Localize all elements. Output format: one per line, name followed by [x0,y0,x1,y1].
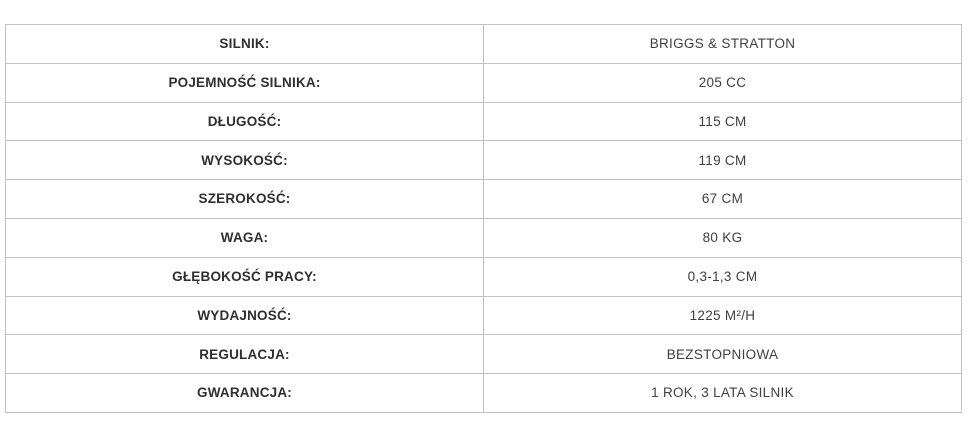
table-row: GŁĘBOKOŚĆ PRACY: 0,3-1,3 CM [6,257,961,297]
table-row: SILNIK: BRIGGS & STRATTON [6,25,961,64]
spec-value: BRIGGS & STRATTON [649,36,796,52]
spec-label: DŁUGOŚĆ: [6,102,484,141]
spec-label: WYDAJNOŚĆ: [6,296,484,335]
spec-value: 205 CC [698,74,747,90]
spec-label: POJEMNOŚĆ SILNIKA: [6,63,484,102]
table-row: WAGA: 80 KG [6,218,961,258]
table-row: DŁUGOŚĆ: 115 CM [6,102,961,142]
table-row: POJEMNOŚĆ SILNIKA: 205 CC [6,63,961,103]
spec-label: SILNIK: [6,25,484,63]
spec-table: SILNIK: BRIGGS & STRATTON POJEMNOŚĆ SILNIK… [5,24,962,413]
spec-value: 0,3-1,3 CM [687,268,758,284]
spec-label: GWARANCJA: [6,374,484,412]
spec-label: REGULACJA: [6,335,484,374]
spec-label: SZEROKOŚĆ: [6,180,484,218]
spec-value: 119 CM [698,152,747,168]
table-row: SZEROKOŚĆ: 67 CM [6,180,961,219]
table-row: WYDAJNOŚĆ: 1225 M²/H [6,296,961,336]
spec-value: BEZSTOPNIOWA [666,346,779,362]
table-row: WYSOKOŚĆ: 119 CM [6,141,961,181]
spec-value: 1225 M²/H [689,307,756,323]
spec-value: 115 CM [698,113,747,129]
spec-label: WAGA: [6,218,484,257]
spec-label: GŁĘBOKOŚĆ PRACY: [6,257,484,296]
spec-value: 80 KG [702,230,743,246]
table-row: GWARANCJA: 1 ROK, 3 LATA SILNIK [6,374,961,412]
spec-value: 1 ROK, 3 LATA SILNIK [651,385,794,401]
spec-label: WYSOKOŚĆ: [6,141,484,180]
spec-value: 67 CM [701,191,744,207]
table-row: REGULACJA: BEZSTOPNIOWA [6,335,961,375]
